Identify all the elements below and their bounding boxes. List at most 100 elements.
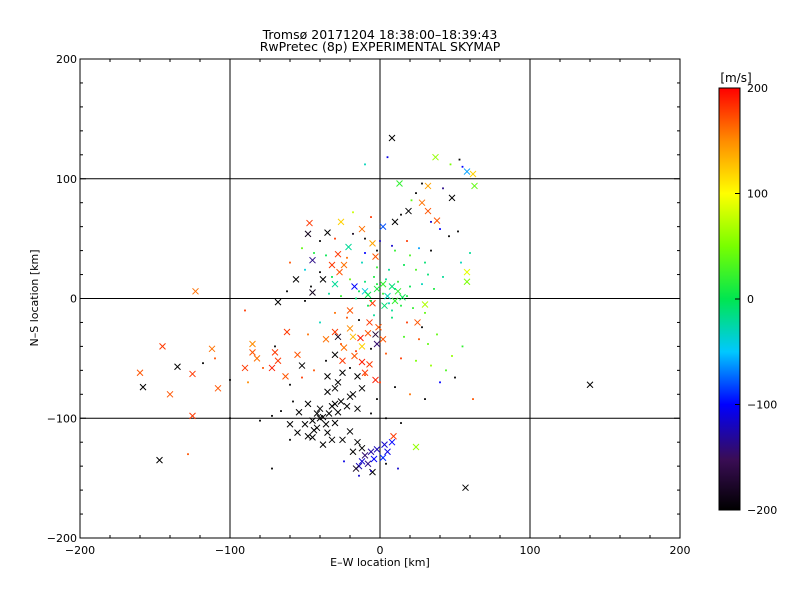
data-point-dot — [409, 254, 411, 257]
data-point-x — [322, 335, 330, 343]
data-point-x — [331, 328, 339, 336]
data-point-x — [388, 283, 396, 290]
data-point-dot — [244, 309, 246, 312]
colorbar-tick-label: 200 — [747, 82, 768, 95]
colorbar-tick-label: −200 — [747, 504, 777, 517]
data-point-x — [310, 426, 318, 434]
data-point-x — [189, 370, 196, 378]
data-point-dot — [364, 237, 366, 240]
data-point-x — [309, 434, 316, 441]
data-point-x — [334, 333, 342, 341]
data-point-dot — [328, 292, 330, 295]
data-point-dot — [418, 247, 420, 250]
data-point-x — [334, 408, 342, 416]
x-tick-label: 100 — [520, 544, 541, 557]
data-point-x — [336, 268, 343, 276]
data-point-dot — [439, 228, 441, 230]
data-point-dot — [304, 299, 306, 302]
data-point-dot — [313, 252, 315, 254]
data-point-x — [384, 448, 391, 456]
data-point-dot — [469, 252, 471, 254]
data-point-dot — [229, 379, 231, 381]
data-point-x — [414, 319, 421, 326]
data-point-dot — [415, 268, 417, 271]
data-point-dot — [442, 276, 444, 278]
data-point-dot — [421, 326, 423, 329]
data-point-x — [354, 372, 361, 380]
data-point-dot — [286, 290, 288, 293]
data-point-dot — [307, 333, 309, 336]
data-point-x — [334, 250, 342, 258]
data-point-x — [325, 410, 333, 417]
data-point-dot — [361, 261, 363, 264]
data-point-dot — [427, 273, 429, 276]
data-point-x — [339, 436, 346, 444]
data-point-dot — [229, 417, 231, 420]
data-point-x — [345, 243, 352, 251]
data-point-dot — [430, 220, 432, 223]
data-point-x — [358, 444, 366, 452]
data-point-dot — [461, 345, 464, 348]
data-point-x — [364, 460, 372, 468]
data-point-dot — [334, 237, 336, 240]
data-point-dot — [352, 232, 354, 235]
data-point-dot — [424, 311, 426, 314]
data-point-dot — [409, 393, 411, 396]
data-point-dot — [379, 381, 381, 384]
data-point-dot — [289, 383, 291, 386]
data-point-dot — [461, 165, 464, 168]
data-point-x — [324, 372, 331, 380]
data-point-x — [324, 429, 331, 436]
data-point-dot — [370, 347, 372, 350]
data-point-dot — [355, 297, 357, 300]
data-point-x — [372, 253, 379, 260]
data-point-x — [399, 293, 406, 301]
data-point-x — [370, 455, 378, 463]
data-point-x — [346, 325, 354, 332]
data-point-x — [375, 323, 382, 331]
data-point-dot — [274, 345, 276, 348]
data-point-dot — [214, 357, 216, 360]
data-point-x — [405, 207, 412, 215]
data-point-x — [292, 275, 300, 283]
data-point-x — [324, 388, 331, 396]
data-point-x — [463, 278, 471, 286]
data-point-x — [249, 340, 256, 348]
data-point-dot — [313, 369, 315, 372]
data-point-dot — [385, 462, 387, 465]
data-point-dot — [376, 283, 378, 286]
data-point-dot — [370, 412, 372, 415]
data-point-x — [294, 429, 301, 436]
data-point-x — [340, 261, 348, 269]
data-point-x — [366, 361, 373, 368]
data-point-x — [306, 219, 313, 227]
data-point-x — [463, 268, 471, 276]
data-point-x — [319, 441, 327, 448]
data-point-dot — [358, 474, 360, 477]
data-point-dot — [410, 199, 413, 202]
data-point-x — [379, 454, 387, 462]
data-point-x — [372, 331, 379, 338]
data-point-dot — [385, 417, 387, 420]
data-point-dot — [400, 357, 402, 360]
data-point-x — [189, 412, 196, 420]
data-point-x — [340, 344, 348, 351]
data-point-dot — [400, 304, 402, 307]
data-point-dot — [458, 158, 461, 161]
data-point-dot — [391, 244, 393, 247]
data-point-x — [283, 328, 291, 336]
data-point-dot — [421, 283, 423, 286]
data-point-dot — [289, 261, 291, 264]
data-point-x — [337, 398, 345, 405]
data-point-x — [166, 390, 174, 398]
data-point-dot — [436, 333, 438, 336]
data-point-x — [249, 349, 256, 356]
data-point-x — [271, 349, 279, 356]
data-point-x — [391, 297, 399, 305]
data-point-dot — [382, 292, 384, 295]
data-point-dot — [415, 192, 417, 195]
data-point-x — [322, 420, 330, 428]
data-point-dot — [457, 230, 459, 233]
data-point-dot — [397, 467, 399, 470]
